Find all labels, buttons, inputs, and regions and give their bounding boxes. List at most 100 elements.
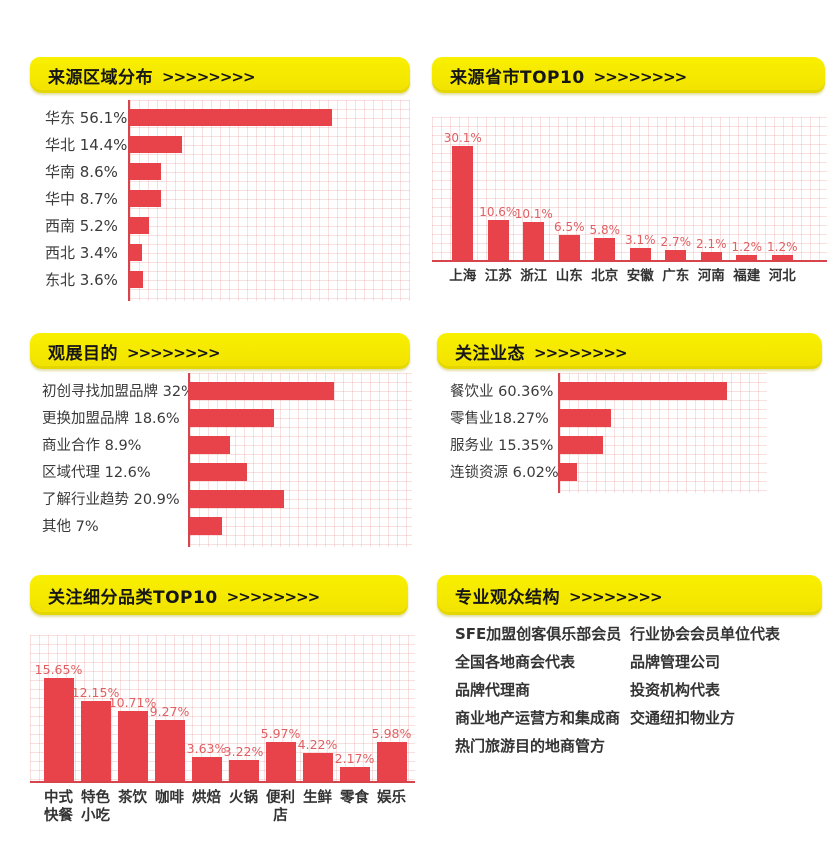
bar-column: 1.2%	[765, 240, 801, 260]
audience-structure-list: SFE加盟创客俱乐部会员 全国各地商会代表 品牌代理商 商业地产运营方和集成商 热门旅游…	[437, 624, 827, 756]
bar	[191, 757, 222, 781]
bar-value-label: 3.63%	[186, 741, 227, 756]
bar	[560, 408, 611, 427]
bar-label: 餐饮业 60.36%	[450, 384, 554, 400]
bar-column: 2.1%	[694, 237, 730, 260]
bar	[302, 753, 333, 781]
category-label: 中式 快餐	[44, 790, 73, 825]
bar	[190, 462, 247, 481]
bar	[629, 248, 651, 260]
category-label: 河南	[697, 268, 725, 284]
bar-row: 商业合作 8.9%	[30, 431, 410, 458]
audience-item: 品牌代理商	[455, 681, 531, 699]
section-header-province: 来源省市TOP10 >>>>>>>>	[432, 57, 825, 93]
chart-category-labels: 上海 江苏 浙江 山东 北京 安徽 广东 河南 福建 河北	[432, 268, 827, 285]
audience-item: 全国各地商会代表	[455, 653, 576, 671]
bar	[736, 255, 758, 260]
bar-label: 西南 5.2%	[45, 217, 118, 235]
bar-column: 6.5%	[552, 220, 588, 260]
bar-label: 了解行业趋势 20.9%	[42, 492, 180, 508]
bar	[130, 163, 161, 180]
section-title-business: 关注业态	[455, 343, 525, 364]
bar	[560, 381, 727, 400]
category-top10-chart: 15.65% 12.15% 10.71% 9.27% 3.63% 3.22% 5.97% 4.…	[30, 635, 415, 825]
bar-label: 零售业18.27%	[450, 411, 549, 427]
section-title-province: 来源省市TOP10	[450, 67, 585, 88]
category-label: 浙江	[520, 268, 548, 284]
arrows-decoration: >>>>>>>>	[127, 344, 221, 362]
category-label: 便利 店	[266, 790, 295, 825]
bar	[523, 222, 545, 260]
bar-row: 华东 56.1%	[30, 104, 410, 131]
chart-plot: 30.1% 10.6% 10.1% 6.5% 5.8% 3.1% 2.7% 2.1% 1.2% 1…	[432, 117, 827, 262]
bar	[665, 250, 687, 260]
bar-value-label: 5.97%	[260, 726, 301, 741]
section-title-purpose: 观展目的	[48, 343, 118, 364]
bar-column: 2.7%	[658, 235, 694, 260]
visit-purpose-chart: 初创寻找加盟品牌 32% 更换加盟品牌 18.6% 商业合作 8.9% 区域代理 12…	[30, 373, 412, 547]
bar	[452, 146, 474, 260]
section-header-audience: 专业观众结构 >>>>>>>>	[437, 575, 822, 615]
bar-label: 华南 8.6%	[45, 163, 118, 181]
audience-item: 品牌管理公司	[630, 653, 721, 671]
bar-row: 初创寻找加盟品牌 32%	[30, 377, 410, 404]
bar-label: 华中 8.7%	[45, 190, 118, 208]
bar	[130, 109, 332, 126]
bar	[130, 190, 161, 207]
bar-value-label: 3.1%	[625, 233, 656, 247]
bar-row: 连锁资源 6.02%	[437, 458, 827, 485]
bar	[771, 255, 793, 260]
chart-grid	[130, 100, 410, 301]
bar	[339, 767, 370, 781]
category-label: 广东	[662, 268, 690, 284]
bar-label: 西北 3.4%	[45, 244, 118, 262]
bar-value-label: 3.22%	[223, 744, 264, 759]
bar-row: 华南 8.6%	[30, 158, 410, 185]
bar	[80, 701, 111, 781]
bar-row: 西北 3.4%	[30, 239, 410, 266]
bar-column: 3.22%	[223, 744, 264, 781]
bar-label: 东北 3.6%	[45, 271, 118, 289]
bar-row: 西南 5.2%	[30, 212, 410, 239]
bar-row: 了解行业趋势 20.9%	[30, 485, 410, 512]
bar-label: 服务业 15.35%	[450, 438, 554, 454]
bar	[228, 760, 259, 781]
bar-row: 餐饮业 60.36%	[437, 377, 827, 404]
bar-column: 15.65%	[35, 662, 82, 781]
bar-column: 10.1%	[514, 207, 553, 260]
bar	[190, 489, 284, 508]
bar-value-label: 2.1%	[696, 237, 727, 251]
bar	[560, 435, 603, 454]
audience-item: 行业协会会员单位代表	[630, 625, 781, 643]
arrows-decoration: >>>>>>>>	[162, 68, 256, 86]
region-distribution-chart: 华东 56.1% 华北 14.4% 华南 8.6% 华中 8.7% 西南 5.2% 西北 …	[30, 100, 410, 301]
bar	[265, 742, 296, 781]
section-header-business: 关注业态 >>>>>>>>	[437, 333, 822, 369]
bar-value-label: 10.1%	[514, 207, 553, 221]
audience-column-left: SFE加盟创客俱乐部会员 全国各地商会代表 品牌代理商 商业地产运营方和集成商 热门旅游…	[455, 624, 630, 756]
bar	[190, 516, 222, 535]
section-title-audience: 专业观众结构	[455, 587, 560, 608]
section-header-category: 关注细分品类TOP10 >>>>>>>>	[30, 575, 408, 615]
bar-value-label: 5.98%	[371, 726, 412, 741]
bar-value-label: 5.8%	[589, 223, 621, 237]
bar-column: 12.15%	[72, 685, 119, 781]
bar-column: 5.98%	[371, 726, 412, 781]
category-label: 零食	[340, 790, 369, 806]
bar	[560, 462, 577, 481]
bar-row: 零售业18.27%	[437, 404, 827, 431]
bar	[190, 408, 274, 427]
bar-label: 华东 56.1%	[45, 109, 128, 127]
bar-column: 3.1%	[623, 233, 659, 260]
chart-axis	[128, 100, 130, 301]
bar-column: 3.63%	[186, 741, 227, 781]
category-label: 茶饮	[118, 790, 147, 806]
bar-label: 其他 7%	[42, 519, 99, 535]
section-title-region: 来源区域分布	[48, 67, 153, 88]
chart-category-labels: 中式 快餐 特色 小吃 茶饮 咖啡 烘焙 火锅 便利 店生鲜 零食 娱乐	[30, 789, 415, 825]
bar-column: 1.2%	[729, 240, 765, 260]
bar-value-label: 4.22%	[297, 737, 338, 752]
province-top10-chart: 30.1% 10.6% 10.1% 6.5% 5.8% 3.1% 2.7% 2.1% 1.2% 1…	[432, 117, 827, 285]
bar-value-label: 15.65%	[34, 662, 83, 677]
bar-value-label: 10.6%	[479, 205, 518, 219]
